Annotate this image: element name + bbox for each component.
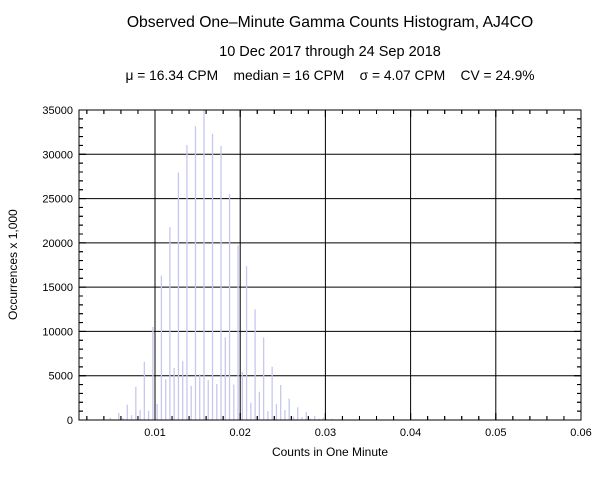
svg-text:20000: 20000 (42, 238, 73, 250)
svg-text:0.05: 0.05 (485, 427, 506, 439)
svg-text:0.02: 0.02 (229, 427, 250, 439)
svg-text:15000: 15000 (42, 282, 73, 294)
svg-text:0.04: 0.04 (400, 427, 421, 439)
svg-text:0.03: 0.03 (315, 427, 336, 439)
svg-text:0.06: 0.06 (570, 427, 591, 439)
svg-text:25000: 25000 (42, 194, 73, 206)
svg-text:35000: 35000 (42, 105, 73, 117)
svg-text:30000: 30000 (42, 149, 73, 161)
svg-text:10000: 10000 (42, 326, 73, 338)
svg-text:0: 0 (67, 415, 73, 427)
svg-text:5000: 5000 (49, 371, 73, 383)
svg-text:0.01: 0.01 (144, 427, 165, 439)
